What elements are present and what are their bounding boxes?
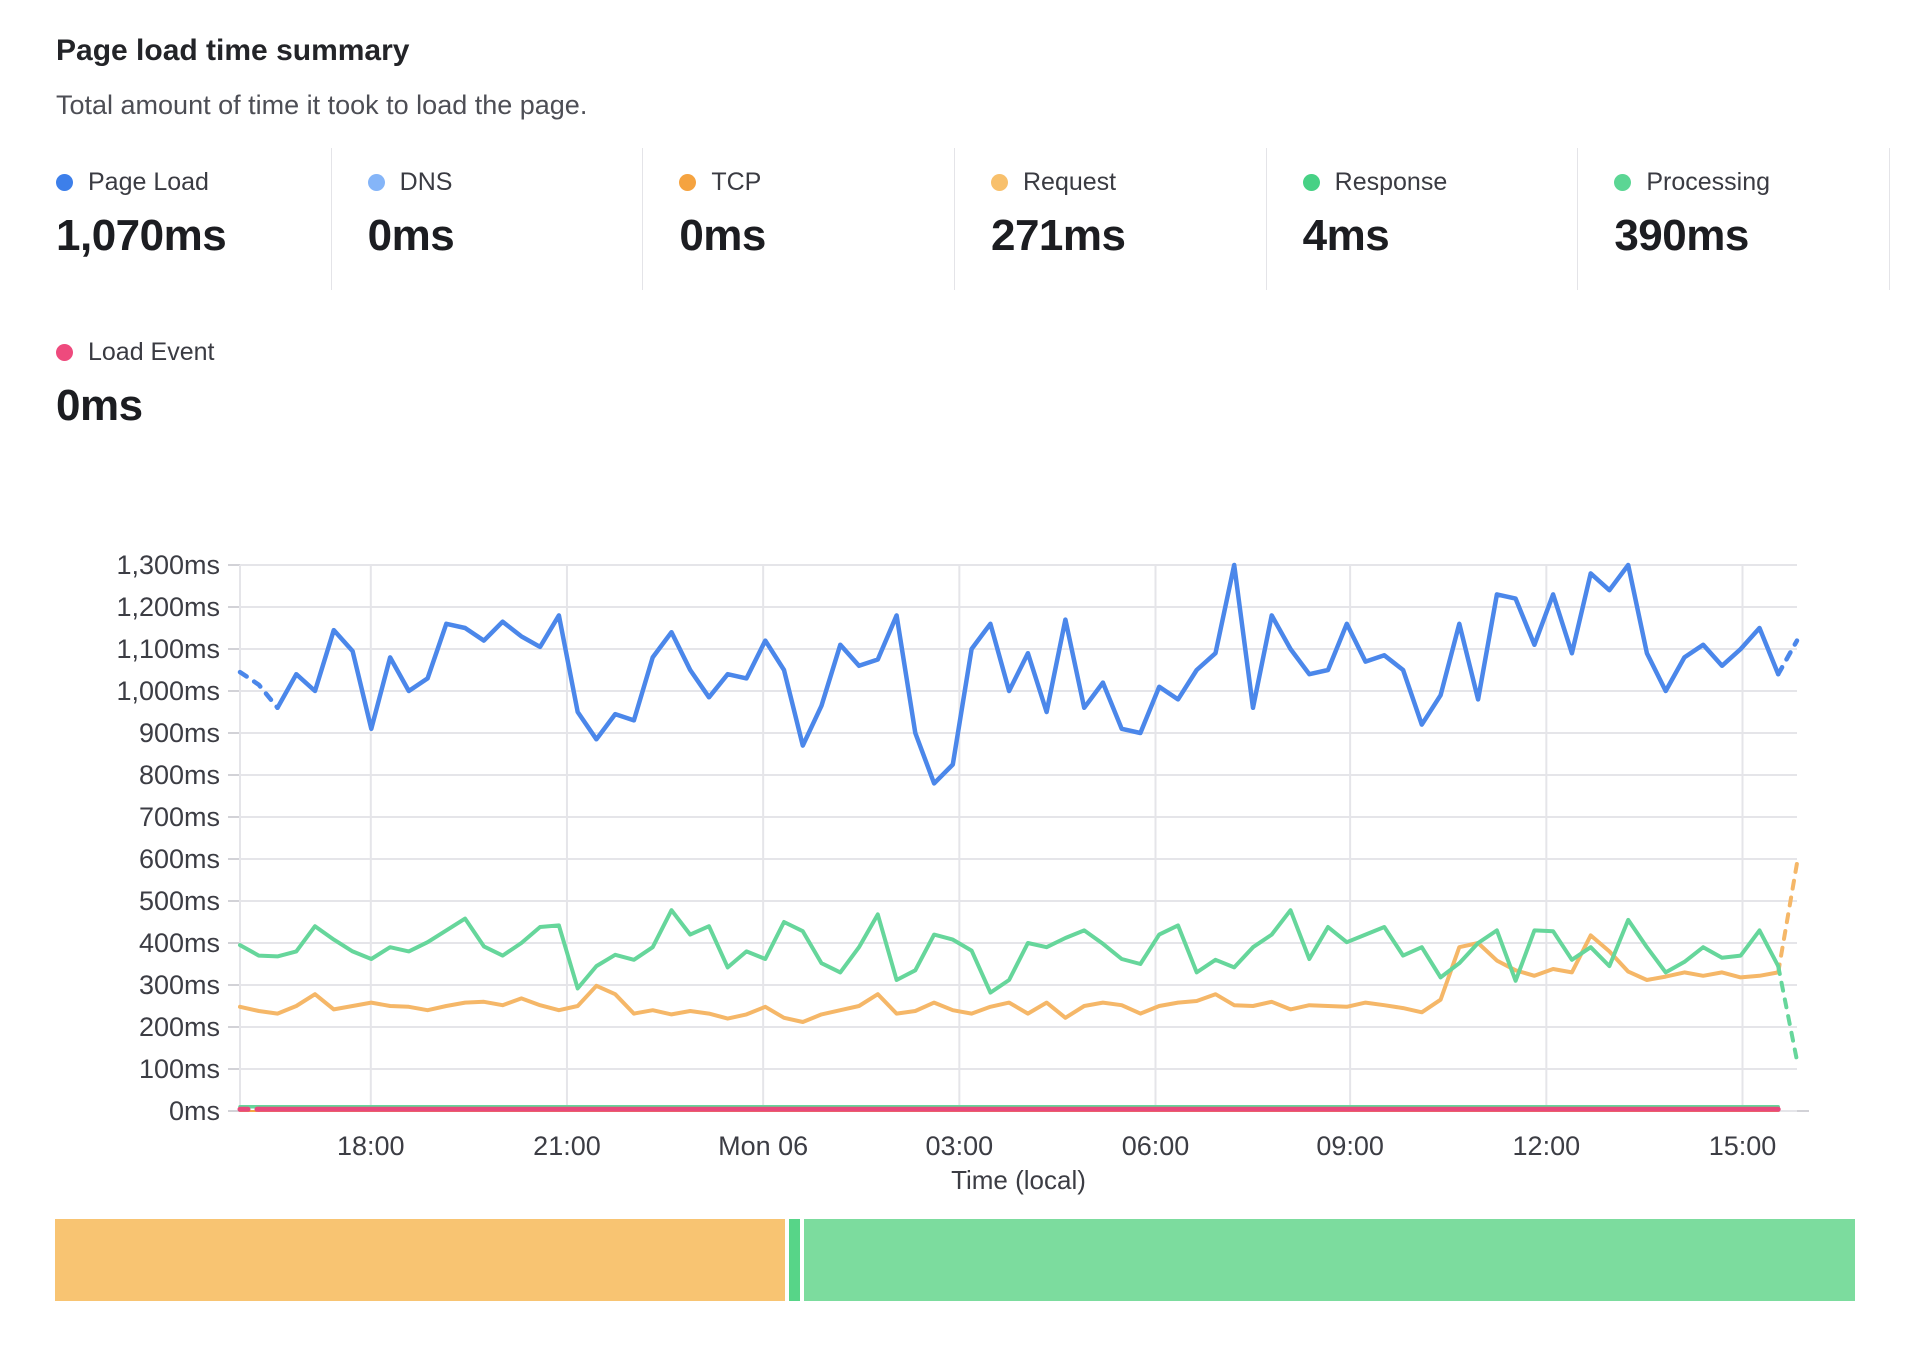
svg-text:0ms: 0ms — [169, 1096, 220, 1126]
svg-text:400ms: 400ms — [139, 928, 220, 958]
metric-value: 0ms — [56, 381, 143, 430]
svg-text:900ms: 900ms — [139, 718, 220, 748]
response-dot-icon — [1302, 174, 1320, 191]
metric-value: 1,070ms — [56, 211, 227, 260]
svg-text:21:00: 21:00 — [533, 1131, 601, 1161]
request-dot-icon — [990, 174, 1008, 191]
svg-text:1,000ms: 1,000ms — [116, 676, 220, 706]
metric-card-processing[interactable]: Processing 390ms — [1578, 148, 1890, 290]
processing-dot-icon — [1614, 174, 1632, 191]
metric-card-load-event[interactable]: Load Event 0ms — [20, 318, 332, 460]
status-bar-segment[interactable] — [804, 1219, 1855, 1301]
svg-text:09:00: 09:00 — [1316, 1131, 1384, 1161]
page-load-time-chart[interactable]: 0ms 100ms 200ms 300ms 400ms 500ms 600ms 700ms 80… — [0, 450, 1910, 1210]
load-event-dot-icon — [56, 344, 73, 361]
svg-text:800ms: 800ms — [139, 760, 220, 790]
tcp-dot-icon — [679, 174, 697, 191]
svg-text:03:00: 03:00 — [926, 1131, 994, 1161]
svg-text:300ms: 300ms — [139, 970, 220, 1000]
status-bar-segment[interactable] — [789, 1219, 801, 1301]
status-bar — [55, 1219, 1855, 1301]
svg-text:15:00: 15:00 — [1709, 1131, 1777, 1161]
metric-label: TCP — [711, 168, 762, 196]
metric-value: 0ms — [367, 211, 455, 260]
svg-text:500ms: 500ms — [139, 886, 220, 916]
svg-text:06:00: 06:00 — [1122, 1131, 1190, 1161]
svg-text:12:00: 12:00 — [1513, 1131, 1581, 1161]
metric-card-page-load[interactable]: Page Load 1,070ms — [20, 148, 332, 290]
svg-text:1,300ms: 1,300ms — [116, 550, 220, 580]
metric-label: Processing — [1646, 168, 1770, 196]
metrics-row-2: Load Event 0ms — [20, 318, 332, 460]
metric-label: Response — [1334, 168, 1448, 196]
metric-card-response[interactable]: Response 4ms — [1267, 148, 1579, 290]
metrics-row: Page Load 1,070ms DNS 0ms TCP 0ms Reques… — [20, 148, 1890, 290]
status-bar-segment[interactable] — [55, 1219, 786, 1301]
page-subtitle: Total amount of time it took to load the… — [56, 90, 588, 120]
svg-text:100ms: 100ms — [139, 1054, 220, 1084]
metric-card-dns[interactable]: DNS 0ms — [332, 148, 644, 290]
metric-value: 271ms — [990, 211, 1126, 260]
svg-text:18:00: 18:00 — [337, 1131, 405, 1161]
svg-text:600ms: 600ms — [139, 844, 220, 874]
svg-text:700ms: 700ms — [139, 802, 220, 832]
metric-value: 0ms — [679, 211, 766, 260]
dns-dot-icon — [367, 174, 385, 191]
page-title: Page load time summary — [56, 34, 410, 67]
svg-text:1,100ms: 1,100ms — [116, 634, 220, 664]
svg-text:1,200ms: 1,200ms — [116, 592, 220, 622]
svg-text:Time (local): Time (local) — [951, 1165, 1086, 1195]
metric-card-request[interactable]: Request 271ms — [955, 148, 1267, 290]
metric-label: Load Event — [88, 338, 215, 366]
svg-text:Mon 06: Mon 06 — [718, 1131, 808, 1161]
svg-text:200ms: 200ms — [139, 1012, 220, 1042]
metric-value: 4ms — [1302, 211, 1390, 260]
metric-label: Request — [1022, 168, 1117, 196]
metric-card-tcp[interactable]: TCP 0ms — [643, 148, 955, 290]
page-load-dot-icon — [56, 174, 73, 191]
metric-label: DNS — [399, 168, 453, 196]
metric-label: Page Load — [88, 168, 209, 196]
metric-value: 390ms — [1614, 211, 1749, 260]
